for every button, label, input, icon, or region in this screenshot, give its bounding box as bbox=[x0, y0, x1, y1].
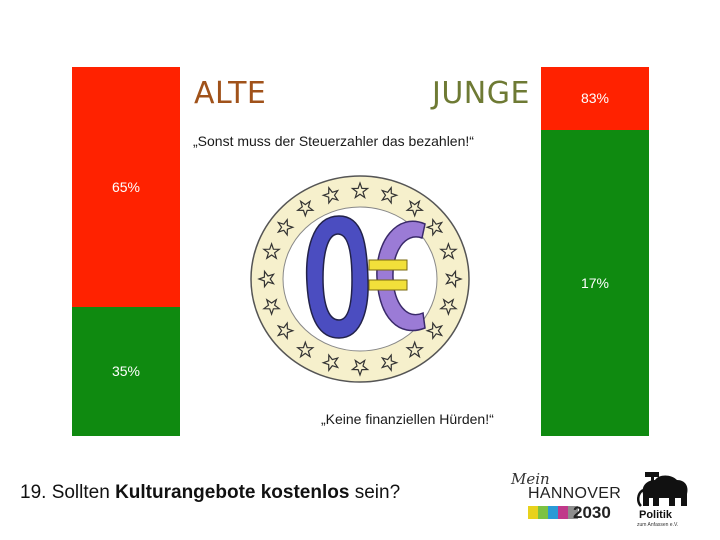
euro-bar-lower bbox=[368, 279, 408, 291]
question-text: 19. Sollten Kulturangebote kostenlos sei… bbox=[20, 482, 400, 504]
star-ring bbox=[257, 181, 463, 377]
question-prefix: 19. Sollten bbox=[20, 482, 116, 503]
mein-hannover-logo: Mein HANNOVER 2030 bbox=[511, 470, 621, 530]
category-label-junge: JUNGE bbox=[432, 76, 530, 111]
logo-mein-city: HANNOVER bbox=[528, 485, 622, 502]
logo-strip-block bbox=[568, 506, 578, 519]
star-icon bbox=[380, 353, 399, 373]
star-icon bbox=[321, 353, 340, 373]
bar-alte: 65% 35% bbox=[72, 67, 180, 436]
star-icon bbox=[405, 340, 425, 359]
bar-alte-top-segment: 65% bbox=[72, 67, 180, 307]
euro-bar-upper bbox=[368, 259, 408, 271]
star-icon bbox=[295, 340, 315, 359]
bar-junge: 83% 17% bbox=[541, 67, 649, 436]
bar-junge-bottom-segment: 17% bbox=[541, 129, 649, 436]
logo-strip-block bbox=[558, 506, 568, 519]
star-icon bbox=[439, 241, 458, 260]
logo-politik-sub: zum Anfassen e.V. bbox=[637, 522, 679, 528]
question-bold: Kulturangebote kostenlos bbox=[115, 482, 350, 503]
bar-alte-bottom-label: 35% bbox=[111, 363, 141, 380]
star-icon bbox=[425, 217, 444, 237]
logo-mein-year: 2030 bbox=[573, 503, 611, 522]
quote-bottom: „Keine finanziellen Hürden!“ bbox=[321, 411, 494, 427]
star-icon bbox=[295, 199, 315, 218]
quote-top: „Sonst muss der Steuerzahler das bezahle… bbox=[193, 133, 474, 149]
bar-junge-bottom-label: 17% bbox=[580, 274, 610, 291]
logo-politik-word: Politik bbox=[639, 509, 673, 521]
logo-strip-block bbox=[538, 506, 548, 519]
bar-alte-top-label: 65% bbox=[111, 178, 141, 195]
politik-logo: Politik zum Anfassen e.V. bbox=[637, 472, 693, 530]
star-icon bbox=[350, 181, 370, 199]
bar-junge-top-segment: 83% bbox=[541, 67, 649, 130]
category-label-alte: ALTE bbox=[194, 76, 267, 111]
star-icon bbox=[321, 185, 340, 205]
logo-color-strip bbox=[528, 506, 578, 519]
logo-strip-block bbox=[548, 506, 558, 519]
elephant-icon bbox=[637, 472, 688, 507]
logo-strip-block bbox=[528, 506, 538, 519]
star-icon bbox=[262, 241, 281, 260]
star-icon bbox=[262, 298, 281, 317]
star-icon bbox=[425, 321, 444, 341]
bar-junge-top-label: 83% bbox=[580, 90, 610, 107]
euro-coin-drawing bbox=[250, 175, 470, 383]
star-icon bbox=[276, 217, 295, 237]
star-icon bbox=[380, 185, 399, 205]
euro-left-half-icon bbox=[305, 215, 369, 339]
star-icon bbox=[257, 269, 275, 289]
euro-right-half-icon bbox=[376, 220, 426, 332]
logo-mein-word: Mein bbox=[511, 470, 550, 488]
star-icon bbox=[405, 199, 425, 218]
star-icon bbox=[350, 359, 370, 377]
star-icon bbox=[276, 321, 295, 341]
bar-alte-bottom-segment: 35% bbox=[72, 306, 180, 436]
question-suffix: sein? bbox=[349, 482, 401, 503]
star-icon bbox=[445, 269, 463, 289]
star-icon bbox=[439, 298, 458, 317]
